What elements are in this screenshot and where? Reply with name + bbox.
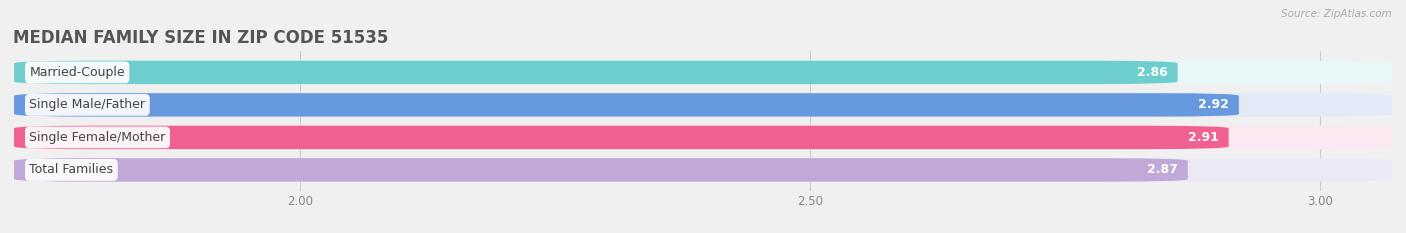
FancyBboxPatch shape: [14, 126, 1229, 149]
FancyBboxPatch shape: [14, 93, 1392, 116]
Text: Source: ZipAtlas.com: Source: ZipAtlas.com: [1281, 9, 1392, 19]
Text: Married-Couple: Married-Couple: [30, 66, 125, 79]
FancyBboxPatch shape: [14, 93, 1239, 116]
Text: MEDIAN FAMILY SIZE IN ZIP CODE 51535: MEDIAN FAMILY SIZE IN ZIP CODE 51535: [13, 29, 388, 47]
FancyBboxPatch shape: [14, 126, 1392, 149]
FancyBboxPatch shape: [14, 61, 1392, 84]
Text: Single Female/Mother: Single Female/Mother: [30, 131, 166, 144]
Text: Single Male/Father: Single Male/Father: [30, 98, 145, 111]
FancyBboxPatch shape: [14, 61, 1178, 84]
Text: Total Families: Total Families: [30, 163, 114, 176]
Text: 2.87: 2.87: [1147, 163, 1178, 176]
Text: 2.91: 2.91: [1188, 131, 1219, 144]
Text: 2.86: 2.86: [1136, 66, 1167, 79]
Text: 2.92: 2.92: [1198, 98, 1229, 111]
FancyBboxPatch shape: [14, 158, 1392, 182]
FancyBboxPatch shape: [14, 158, 1188, 182]
